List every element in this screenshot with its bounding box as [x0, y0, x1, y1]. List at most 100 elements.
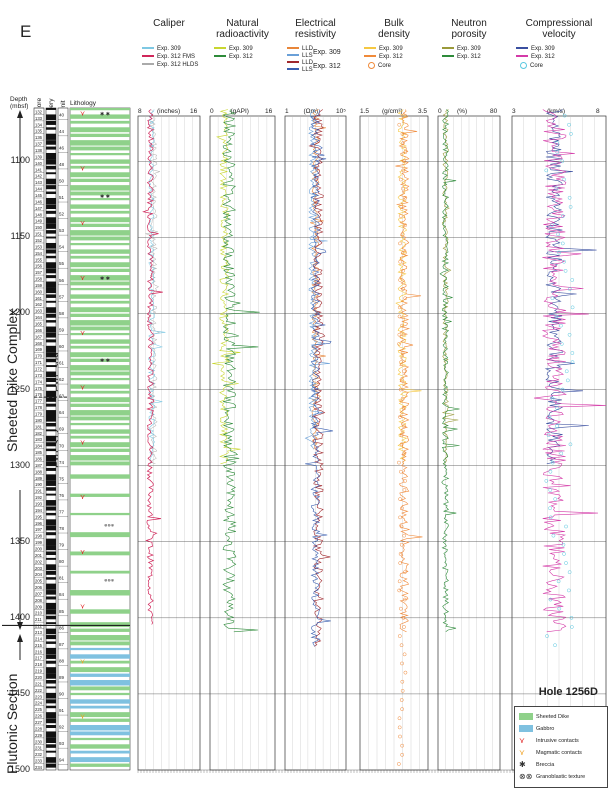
- legend-label: Exp. 312: [531, 54, 555, 60]
- recovery-bar: [46, 654, 56, 659]
- core-velocity-point: [550, 296, 555, 301]
- recovery-bar: [46, 146, 56, 150]
- core-number: 179: [35, 412, 43, 417]
- core-density-point: [402, 424, 407, 428]
- core-density-point: [403, 223, 408, 228]
- recovery-bar: [46, 120, 56, 125]
- core-number: 192: [35, 495, 43, 500]
- core-velocity-point: [563, 268, 568, 273]
- lithology-band: [70, 210, 130, 214]
- core-density-point: [402, 625, 406, 629]
- depth-tick: 1450: [9, 687, 30, 698]
- recovery-bar: [46, 384, 56, 387]
- core-velocity-point: [544, 168, 549, 173]
- recovery-bar: [46, 165, 56, 170]
- core-number: 200: [35, 546, 43, 551]
- legend-entry: Exp. 312 HLDS: [142, 62, 198, 68]
- unit-number: 64: [59, 410, 65, 415]
- axis-unit: (%): [457, 108, 468, 115]
- lithology-band: [70, 268, 130, 273]
- core-velocity-point: [547, 415, 552, 419]
- lithology-band: [70, 185, 130, 191]
- core-number: 190: [35, 482, 43, 487]
- core-density-point: [399, 360, 404, 364]
- log-curve: [544, 109, 597, 465]
- lithology-band: [70, 242, 130, 246]
- core-density-point: [401, 186, 405, 191]
- core-number: 150: [35, 225, 43, 230]
- recovery-bar: [46, 255, 56, 259]
- lithology-band: [70, 422, 130, 426]
- legend-entry: Exp. 309: [214, 46, 253, 52]
- lithology-band: [70, 120, 130, 124]
- legend-swatch: [442, 55, 454, 58]
- recovery-bar: [46, 596, 56, 600]
- recovery-bar: [46, 673, 56, 679]
- core-number: 156: [35, 264, 43, 269]
- lithology-band: [70, 750, 130, 754]
- track-title-2: Electrical resistivity: [294, 18, 337, 40]
- core-number: 187: [35, 463, 43, 468]
- track-title-0: Caliper: [153, 18, 185, 29]
- legend-item: ⋎ Intrusive contacts: [519, 737, 579, 745]
- core-velocity-point: [566, 588, 571, 593]
- core-density-point: [398, 387, 403, 392]
- log-curve: [439, 109, 460, 633]
- lithology-band: [70, 635, 130, 641]
- legend-swatch: [142, 55, 154, 58]
- recovery-bar: [46, 686, 56, 689]
- core-number: 178: [35, 405, 43, 410]
- legend-swatch: [287, 61, 299, 64]
- core-velocity-point: [570, 351, 575, 355]
- legend-swatch: [368, 62, 375, 69]
- lithology-band: [70, 307, 130, 313]
- unit-number: 63: [59, 394, 65, 399]
- core-number: 228: [35, 726, 43, 731]
- recovery-bar: [46, 185, 56, 190]
- legend-entry: Exp. 309: [516, 46, 555, 52]
- lithology-band: [70, 731, 130, 736]
- recovery-bar: [46, 705, 56, 709]
- recovery-bar: [46, 249, 56, 254]
- core-density-point: [398, 259, 403, 264]
- legend-label: LLD: [302, 46, 314, 52]
- core-density-point: [403, 479, 407, 483]
- core-number: 180: [35, 418, 43, 423]
- core-number: 165: [35, 322, 43, 327]
- legend-entry: Core: [516, 62, 543, 69]
- core-number: 161: [35, 296, 43, 301]
- recovery-bar: [46, 628, 56, 635]
- recovery-bar: [46, 538, 56, 546]
- core-number: 164: [35, 315, 43, 320]
- recovery-bar: [46, 692, 56, 699]
- core-number: 183: [35, 437, 43, 442]
- legend-swatch: [287, 47, 299, 50]
- recovery-bar: [46, 159, 56, 165]
- lithology-band: [70, 609, 130, 614]
- lithology-band: [70, 146, 130, 151]
- recovery-bar: [46, 461, 56, 467]
- core-number: 207: [35, 591, 43, 596]
- lithology-band: [70, 673, 130, 677]
- legend-label: Exp. 312: [379, 54, 403, 60]
- unit-number: 93: [59, 741, 65, 746]
- core-velocity-point: [562, 552, 566, 556]
- core-density-point: [400, 689, 405, 693]
- unit-number: 44: [59, 129, 65, 134]
- recovery-bar: [46, 577, 56, 580]
- core-velocity-point: [551, 533, 556, 538]
- core-number: 173: [35, 373, 43, 378]
- lithology-band: [70, 255, 130, 259]
- axis-scale_min: 1.5: [360, 108, 370, 115]
- recovery-bar: [46, 320, 56, 323]
- core-velocity-point: [554, 186, 559, 191]
- lithology-band: [70, 114, 130, 119]
- log-curve: [142, 109, 163, 625]
- depth-tick: 1300: [9, 459, 30, 470]
- unit-number: 69: [59, 427, 65, 432]
- recovery-bar: [46, 140, 56, 145]
- core-number: 172: [35, 367, 43, 372]
- lithology-band: [70, 223, 130, 228]
- core-density-point: [401, 141, 406, 145]
- unit-number: 85: [59, 609, 65, 614]
